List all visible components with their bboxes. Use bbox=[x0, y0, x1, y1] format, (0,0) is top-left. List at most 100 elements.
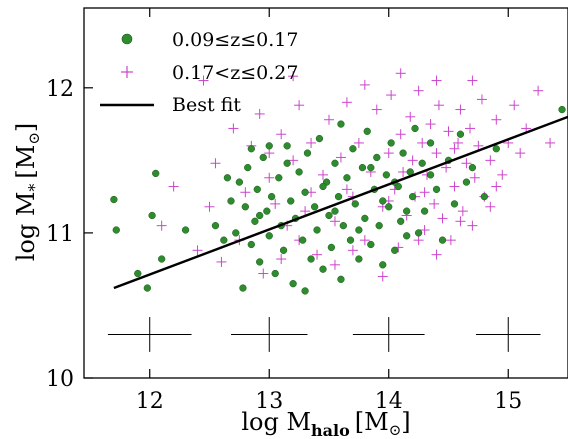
point-circle-60 bbox=[379, 261, 387, 269]
point-circle-40 bbox=[319, 265, 327, 273]
y-axis-title: log M* [M⊙] bbox=[12, 123, 44, 262]
point-circle-73 bbox=[418, 159, 426, 167]
point-plus-94 bbox=[449, 143, 460, 154]
point-plus-68 bbox=[359, 79, 370, 90]
point-plus-4 bbox=[264, 148, 275, 159]
legend-label-low-z: 0.09≤z≤0.17 bbox=[172, 29, 298, 51]
point-plus-11 bbox=[306, 137, 317, 148]
point-plus-31 bbox=[405, 111, 416, 122]
legend-label-best-fit: Best fit bbox=[172, 94, 241, 116]
legend: 0.09≤z≤0.17 0.17<z≤0.27 Best fit bbox=[100, 29, 298, 116]
error-bar-2 bbox=[352, 317, 425, 352]
point-circle-12 bbox=[235, 178, 244, 186]
x-tick-label-0: 12 bbox=[136, 389, 164, 414]
point-circle-5 bbox=[152, 169, 160, 178]
point-plus-71 bbox=[413, 235, 424, 246]
point-circle-93 bbox=[355, 226, 363, 234]
point-plus-88 bbox=[240, 187, 251, 198]
point-circle-24 bbox=[271, 269, 279, 278]
point-circle-98 bbox=[403, 207, 411, 215]
point-circle-17 bbox=[251, 217, 259, 225]
point-circle-37 bbox=[310, 203, 319, 211]
point-plus-36 bbox=[419, 225, 430, 235]
point-plus-87 bbox=[485, 201, 496, 212]
point-circle-36 bbox=[307, 255, 315, 263]
point-circle-4 bbox=[148, 211, 156, 220]
point-plus-62 bbox=[515, 148, 526, 159]
point-circle-39 bbox=[315, 134, 324, 143]
point-circle-44 bbox=[331, 159, 339, 167]
error-bars bbox=[107, 317, 541, 352]
point-circle-19 bbox=[256, 258, 264, 266]
point-plus-42 bbox=[437, 213, 448, 224]
point-plus-67 bbox=[395, 68, 406, 79]
point-plus-22 bbox=[371, 104, 382, 115]
point-circle-58 bbox=[373, 153, 381, 162]
point-plus-9 bbox=[294, 100, 305, 111]
point-circle-50 bbox=[349, 145, 357, 153]
point-circle-7 bbox=[181, 226, 190, 234]
x-axis-title-unit-open: [M bbox=[355, 408, 389, 436]
point-plus-75 bbox=[168, 181, 179, 192]
point-plus-74 bbox=[156, 220, 167, 231]
point-circle-95 bbox=[256, 211, 264, 220]
point-plus-46 bbox=[449, 181, 460, 192]
point-circle-14 bbox=[241, 203, 249, 211]
point-circle-96 bbox=[331, 207, 339, 215]
point-circle-43 bbox=[327, 243, 336, 252]
point-circle-21 bbox=[263, 207, 271, 215]
y-tick-label-1: 11 bbox=[46, 222, 74, 247]
point-circle-51 bbox=[351, 200, 359, 208]
point-circle-34 bbox=[301, 188, 309, 196]
point-circle-47 bbox=[339, 221, 347, 230]
error-bar-0 bbox=[107, 317, 192, 352]
point-plus-77 bbox=[204, 201, 215, 212]
point-plus-76 bbox=[192, 245, 203, 256]
point-plus-28 bbox=[395, 129, 406, 140]
point-plus-15 bbox=[329, 216, 340, 227]
x-axis-title-main: log M bbox=[241, 408, 311, 436]
point-circle-2 bbox=[134, 269, 142, 278]
point-circle-100 bbox=[247, 145, 255, 153]
point-plus-19 bbox=[353, 137, 364, 148]
point-circle-76 bbox=[432, 185, 441, 194]
point-plus-17 bbox=[341, 97, 352, 108]
point-circle-75 bbox=[426, 139, 435, 147]
point-circle-84 bbox=[492, 145, 500, 153]
point-circle-33 bbox=[299, 236, 307, 244]
point-plus-6 bbox=[276, 129, 287, 140]
point-circle-46 bbox=[337, 275, 345, 283]
point-plus-13 bbox=[318, 169, 329, 180]
point-circle-16 bbox=[247, 240, 255, 249]
point-circle-79 bbox=[450, 200, 459, 208]
point-plus-16 bbox=[335, 152, 346, 163]
point-circle-9 bbox=[220, 236, 228, 244]
point-circle-71 bbox=[411, 124, 419, 133]
point-circle-55 bbox=[363, 127, 371, 135]
point-plus-61 bbox=[509, 100, 520, 111]
point-circle-81 bbox=[462, 178, 471, 186]
point-circle-30 bbox=[289, 280, 297, 288]
point-plus-69 bbox=[288, 71, 299, 82]
x-axis-title-unit-close: ] bbox=[401, 408, 410, 436]
point-plus-41 bbox=[433, 100, 444, 111]
point-plus-5 bbox=[270, 198, 281, 209]
point-plus-44 bbox=[443, 126, 454, 137]
point-circle-70 bbox=[408, 192, 417, 201]
point-plus-54 bbox=[473, 140, 484, 151]
best-fit-layer bbox=[113, 115, 568, 290]
point-plus-39 bbox=[429, 198, 440, 209]
best-fit-line bbox=[113, 115, 568, 290]
point-circle-32 bbox=[295, 168, 303, 176]
point-circle-42 bbox=[325, 211, 333, 220]
point-plus-85 bbox=[347, 245, 358, 256]
point-plus-59 bbox=[497, 169, 508, 180]
point-circle-83 bbox=[480, 192, 488, 201]
point-circle-64 bbox=[391, 246, 399, 254]
point-plus-55 bbox=[476, 94, 487, 105]
point-circle-77 bbox=[438, 236, 447, 244]
point-circle-23 bbox=[267, 192, 276, 201]
point-plus-3 bbox=[254, 108, 265, 119]
point-plus-40 bbox=[431, 148, 442, 159]
